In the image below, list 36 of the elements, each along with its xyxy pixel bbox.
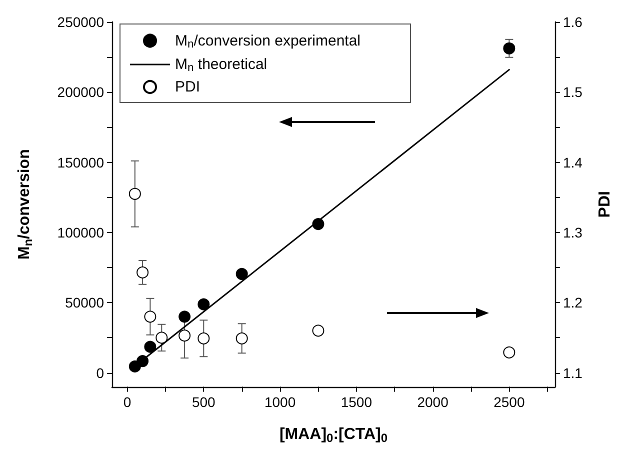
point	[236, 268, 248, 280]
y2-axis-title: PDI	[596, 191, 614, 218]
point	[144, 340, 156, 353]
y2-tick-label: 1.6	[563, 14, 583, 30]
x-tick-label: 1500	[340, 394, 372, 410]
y-tick-label: 250000	[57, 14, 104, 30]
y2-tick-label: 1.4	[563, 154, 583, 170]
x-tick-label: 2000	[417, 394, 449, 410]
y2-tick-label: 1.2	[563, 294, 583, 311]
x-tick-label: 1000	[264, 394, 296, 410]
y-tick-label: 150000	[57, 154, 104, 170]
point	[503, 42, 516, 54]
x-tick-label: 500	[192, 394, 216, 410]
y-axis-title: Mn/conversion	[16, 149, 35, 260]
y2-tick-label: 1.5	[563, 84, 583, 100]
legend-label: PDI	[175, 78, 200, 96]
point	[136, 355, 149, 368]
y2-tick-label: 1.3	[563, 224, 583, 240]
y-tick-label: 100000	[57, 224, 104, 240]
point	[198, 298, 210, 310]
point	[178, 330, 191, 342]
point	[156, 332, 168, 344]
point	[236, 332, 248, 344]
y-tick-label: 200000	[57, 84, 104, 100]
y-tick-label: 0	[96, 364, 104, 381]
point	[136, 266, 149, 278]
point	[198, 332, 210, 344]
x-tick-label: 2500	[494, 394, 525, 410]
point	[312, 324, 324, 337]
point	[503, 346, 516, 358]
x-tick-label: 0	[123, 394, 132, 410]
y-tick-label: 50000	[65, 294, 104, 311]
point	[178, 310, 191, 323]
y2-tick-label: 1.1	[563, 364, 583, 381]
point	[128, 188, 141, 200]
point	[144, 310, 156, 323]
